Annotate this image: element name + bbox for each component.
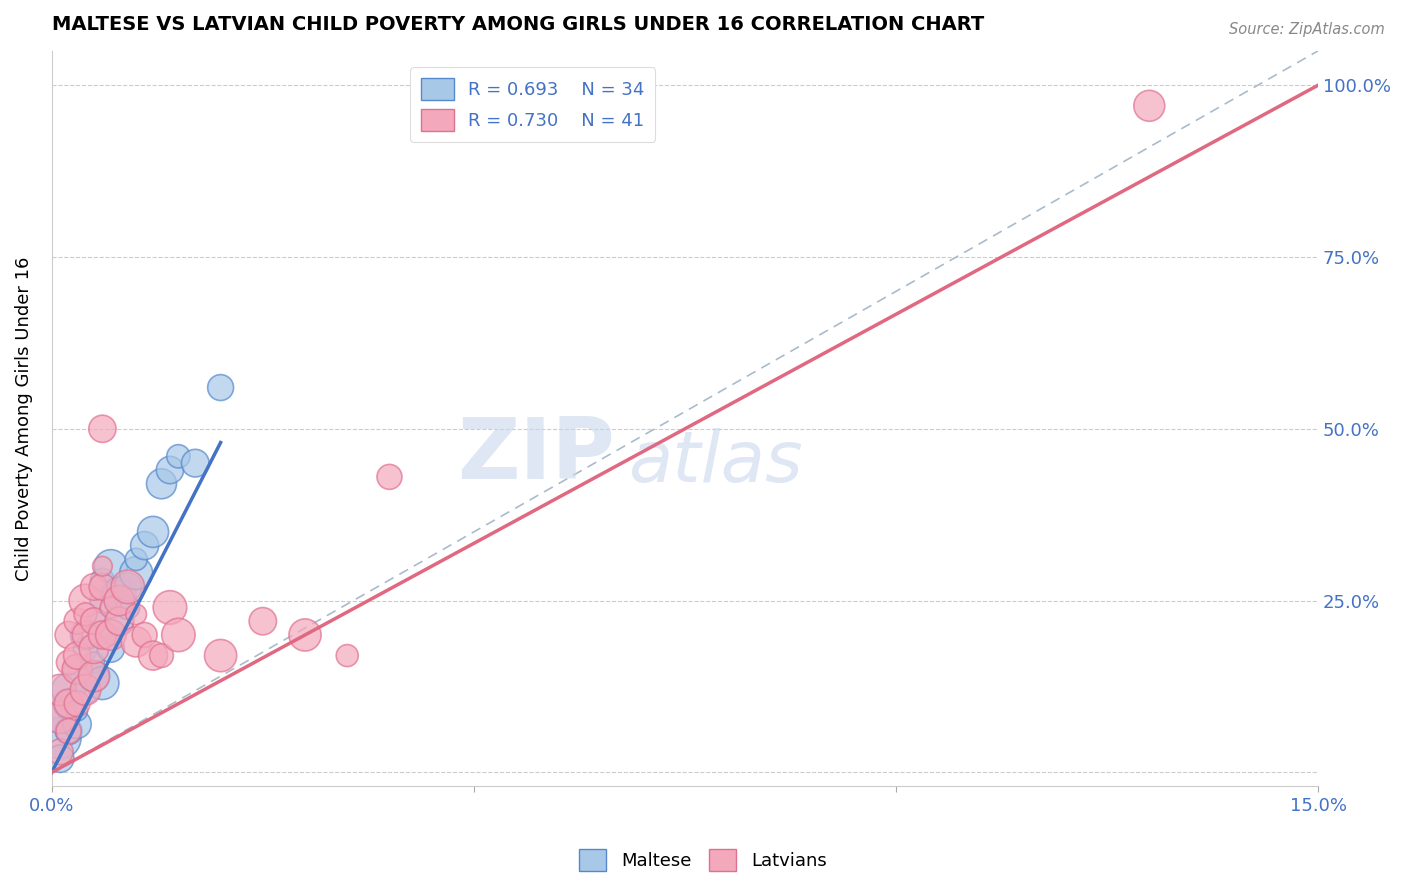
- Legend: Maltese, Latvians: Maltese, Latvians: [572, 842, 834, 879]
- Point: [49, 745, 72, 759]
- Point: [58, 724, 80, 739]
- Point: [66, 662, 89, 676]
- Point: [58, 697, 80, 711]
- Point: [108, 587, 131, 601]
- Point: [83, 669, 105, 683]
- Point: [91, 628, 114, 642]
- Point: [49, 752, 72, 766]
- Point: [83, 669, 105, 683]
- Point: [91, 593, 114, 607]
- Point: [150, 648, 173, 663]
- Point: [142, 648, 165, 663]
- Text: Source: ZipAtlas.com: Source: ZipAtlas.com: [1229, 22, 1385, 37]
- Point: [58, 656, 80, 670]
- Point: [49, 682, 72, 697]
- Point: [209, 648, 232, 663]
- Point: [125, 607, 148, 622]
- Point: [83, 656, 105, 670]
- Point: [209, 380, 232, 394]
- Point: [108, 593, 131, 607]
- Y-axis label: Child Poverty Among Girls Under 16: Child Poverty Among Girls Under 16: [15, 256, 32, 581]
- Point: [83, 580, 105, 594]
- Point: [117, 580, 139, 594]
- Point: [125, 566, 148, 580]
- Point: [134, 539, 156, 553]
- Point: [100, 628, 122, 642]
- Point: [83, 614, 105, 628]
- Point: [142, 524, 165, 539]
- Point: [83, 614, 105, 628]
- Point: [75, 641, 97, 656]
- Point: [125, 552, 148, 566]
- Point: [378, 470, 401, 484]
- Point: [167, 628, 190, 642]
- Point: [100, 600, 122, 615]
- Point: [91, 573, 114, 587]
- Point: [91, 676, 114, 690]
- Point: [91, 559, 114, 574]
- Point: [117, 580, 139, 594]
- Point: [134, 628, 156, 642]
- Point: [75, 682, 97, 697]
- Point: [150, 476, 173, 491]
- Point: [294, 628, 316, 642]
- Legend: R = 0.693    N = 34, R = 0.730    N = 41: R = 0.693 N = 34, R = 0.730 N = 41: [411, 67, 655, 142]
- Point: [159, 463, 181, 477]
- Point: [167, 450, 190, 464]
- Point: [66, 697, 89, 711]
- Point: [66, 704, 89, 718]
- Point: [49, 731, 72, 745]
- Point: [1137, 99, 1160, 113]
- Point: [75, 628, 97, 642]
- Point: [125, 635, 148, 649]
- Point: [75, 628, 97, 642]
- Point: [66, 614, 89, 628]
- Text: ZIP: ZIP: [457, 414, 616, 497]
- Point: [91, 422, 114, 436]
- Text: atlas: atlas: [628, 428, 803, 497]
- Point: [100, 641, 122, 656]
- Point: [66, 648, 89, 663]
- Point: [91, 580, 114, 594]
- Point: [108, 614, 131, 628]
- Point: [66, 662, 89, 676]
- Point: [117, 600, 139, 615]
- Point: [58, 682, 80, 697]
- Point: [49, 710, 72, 724]
- Point: [58, 697, 80, 711]
- Point: [252, 614, 274, 628]
- Point: [58, 628, 80, 642]
- Point: [100, 559, 122, 574]
- Point: [75, 682, 97, 697]
- Point: [336, 648, 359, 663]
- Point: [49, 710, 72, 724]
- Point: [75, 607, 97, 622]
- Point: [100, 628, 122, 642]
- Point: [58, 724, 80, 739]
- Point: [75, 593, 97, 607]
- Point: [184, 456, 207, 470]
- Point: [159, 600, 181, 615]
- Point: [66, 717, 89, 731]
- Point: [83, 641, 105, 656]
- Point: [108, 614, 131, 628]
- Text: MALTESE VS LATVIAN CHILD POVERTY AMONG GIRLS UNDER 16 CORRELATION CHART: MALTESE VS LATVIAN CHILD POVERTY AMONG G…: [52, 15, 984, 34]
